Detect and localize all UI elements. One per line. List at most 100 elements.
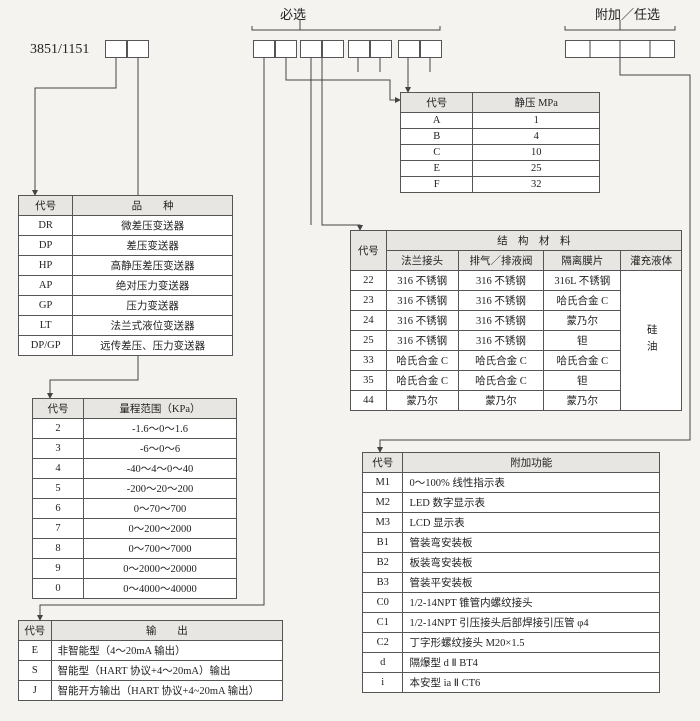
col-header: 附加功能: [403, 453, 660, 473]
cell: -1.6～0～1.6: [83, 419, 236, 439]
cell: DP: [19, 236, 73, 256]
table-row: GP压力变送器: [19, 296, 233, 316]
table-row: 2-1.6～0～1.6: [33, 419, 237, 439]
table-row: B3管装平安装板: [363, 573, 660, 593]
cell: DR: [19, 216, 73, 236]
cell: 蒙乃尔: [386, 391, 458, 411]
cell: 蒙乃尔: [458, 391, 544, 411]
cell: LCD 显示表: [403, 513, 660, 533]
selector-box-g2-1: [275, 40, 297, 58]
cell: 管装弯安装板: [403, 533, 660, 553]
table-static-pressure: 代号静压 MPaA1B4C10E25F32: [400, 92, 600, 193]
cell: -200～20～200: [83, 479, 236, 499]
cell: 4: [33, 459, 84, 479]
cell: 哈氏合金 C: [544, 351, 621, 371]
cell: S: [19, 661, 52, 681]
cell: 10: [473, 145, 600, 161]
col-header: 代号: [19, 621, 52, 641]
table-row: HP高静压差压变送器: [19, 256, 233, 276]
table-row: d隔爆型 d Ⅱ BT4: [363, 653, 660, 673]
col-header-group: 结 构 材 料: [386, 231, 681, 251]
table-row: LT法兰式液位变送器: [19, 316, 233, 336]
cell: C2: [363, 633, 403, 653]
cell: 管装平安装板: [403, 573, 660, 593]
cell: 差压变送器: [73, 236, 233, 256]
cell: 35: [351, 371, 387, 391]
cell: 0: [33, 579, 84, 599]
cell: DP/GP: [19, 336, 73, 356]
table-row: B1管装弯安装板: [363, 533, 660, 553]
table-row: 90～2000～20000: [33, 559, 237, 579]
cell: 哈氏合金 C: [386, 351, 458, 371]
cell: 44: [351, 391, 387, 411]
col-header: 静压 MPa: [473, 93, 600, 113]
cell: 丁字形螺纹接头 M20×1.5: [403, 633, 660, 653]
cell: B3: [363, 573, 403, 593]
cell: 蒙乃尔: [544, 391, 621, 411]
header-required: 必选: [280, 4, 306, 23]
cell: 316 不锈钢: [458, 271, 544, 291]
cell: 法兰式液位变送器: [73, 316, 233, 336]
cell: 哈氏合金 C: [458, 351, 544, 371]
cell: 3: [33, 439, 84, 459]
cell: 微差压变送器: [73, 216, 233, 236]
cell: 哈氏合金 C: [544, 291, 621, 311]
cell: HP: [19, 256, 73, 276]
cell: 316L 不锈钢: [544, 271, 621, 291]
selector-box-g2-5: [370, 40, 392, 58]
cell: 316 不锈钢: [458, 291, 544, 311]
table-row: 5-200～20～200: [33, 479, 237, 499]
header-optional: 附加／任选: [595, 4, 660, 23]
table-row: J智能开方输出（HART 协议+4~20mA 输出）: [19, 681, 283, 701]
cell: 钽: [544, 331, 621, 351]
cell: LT: [19, 316, 73, 336]
cell: 钽: [544, 371, 621, 391]
cell: C: [401, 145, 473, 161]
cell: 22: [351, 271, 387, 291]
cell: B1: [363, 533, 403, 553]
cell: 316 不锈钢: [458, 311, 544, 331]
table-row: E25: [401, 161, 600, 177]
cell: A: [401, 113, 473, 129]
selector-box-g1-0: [105, 40, 127, 58]
cell: B: [401, 129, 473, 145]
cell: 25: [473, 161, 600, 177]
cell: GP: [19, 296, 73, 316]
cell: 0～2000～20000: [83, 559, 236, 579]
cell: 25: [351, 331, 387, 351]
col-header: 法兰接头: [386, 251, 458, 271]
cell: 哈氏合金 C: [386, 371, 458, 391]
table-row: F32: [401, 177, 600, 193]
cell: 316 不锈钢: [458, 331, 544, 351]
table-row: i本安型 ia Ⅱ CT6: [363, 673, 660, 693]
cell: C1: [363, 613, 403, 633]
table-row: E非智能型（4～20mA 输出）: [19, 641, 283, 661]
cell: J: [19, 681, 52, 701]
table-row: 80～700～7000: [33, 539, 237, 559]
selector-box-g3-0: [565, 40, 675, 58]
col-header: 量程范围（KPa）: [83, 399, 236, 419]
col-header: 排气／排液阀: [458, 251, 544, 271]
table-row: C11/2-14NPT 引压接头后部焊接引压管 φ4: [363, 613, 660, 633]
col-header: 灌充液体: [621, 251, 682, 271]
cell: 33: [351, 351, 387, 371]
cell: d: [363, 653, 403, 673]
cell: 1/2-14NPT 引压接头后部焊接引压管 φ4: [403, 613, 660, 633]
cell: 316 不锈钢: [386, 271, 458, 291]
table-row: A1: [401, 113, 600, 129]
selector-box-g2-3: [322, 40, 344, 58]
cell: M1: [363, 473, 403, 493]
table-row: C2丁字形螺纹接头 M20×1.5: [363, 633, 660, 653]
col-header: 代号: [363, 453, 403, 473]
table-output: 代号输 出E非智能型（4～20mA 输出）S智能型（HART 协议+4～20mA…: [18, 620, 283, 701]
table-row: 70～200～2000: [33, 519, 237, 539]
cell: 智能开方输出（HART 协议+4~20mA 输出）: [51, 681, 282, 701]
table-row: C01/2-14NPT 锥管内螺纹接头: [363, 593, 660, 613]
cell: 绝对压力变送器: [73, 276, 233, 296]
col-header: 代号: [19, 196, 73, 216]
table-row: B4: [401, 129, 600, 145]
selector-box-g2-4: [348, 40, 370, 58]
cell: 316 不锈钢: [386, 291, 458, 311]
cell: 8: [33, 539, 84, 559]
table-addon: 代号附加功能M10～100% 线性指示表M2LED 数字显示表M3LCD 显示表…: [362, 452, 660, 693]
